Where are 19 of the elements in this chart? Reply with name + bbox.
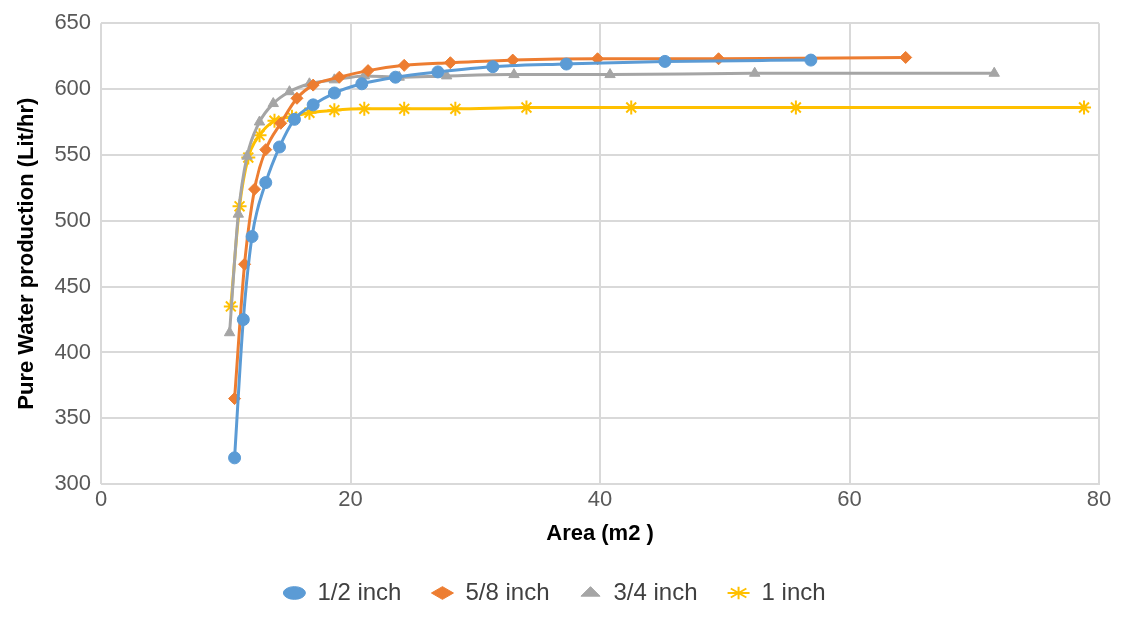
y-tick-label: 400 <box>54 338 92 364</box>
y-tick-label: 300 <box>54 470 92 496</box>
legend-label: 3/4 inch <box>613 577 698 605</box>
y-tick-label: 350 <box>54 404 92 430</box>
y-tick-label: 500 <box>54 206 92 232</box>
legend-label: 5/8 inch <box>465 577 550 605</box>
x-tick-label: 60 <box>837 486 862 512</box>
y-tick-label: 600 <box>54 75 92 101</box>
legend-label: 1/2 inch <box>317 577 402 605</box>
x-tick-label: 20 <box>338 486 363 512</box>
x-tick-label: 0 <box>94 486 108 512</box>
x-axis-title: Area (m2 ) <box>546 519 654 545</box>
x-tick-label: 80 <box>1086 486 1112 512</box>
legend-label: 1 inch <box>761 577 826 605</box>
y-tick-label: 450 <box>54 272 92 298</box>
y-tick-label: 650 <box>54 9 92 35</box>
y-tick-label: 550 <box>54 140 92 166</box>
y-axis-title: Pure Water production (Lit/hr) <box>13 97 39 410</box>
x-tick-label: 40 <box>587 486 613 512</box>
